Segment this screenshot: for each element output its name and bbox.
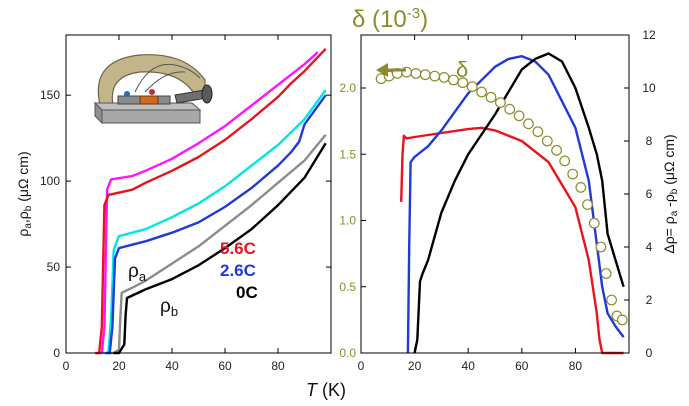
delta-axis-title: δ (10-3): [352, 5, 428, 33]
delta-point: [438, 71, 450, 83]
x-axis-label: T (K): [306, 380, 346, 400]
left-x-tick-label: 40: [165, 359, 179, 373]
left-x-tick-label: 80: [271, 359, 285, 373]
delta-y-tick-label: 1.5: [339, 147, 356, 161]
delta-arrow-icon: [376, 63, 406, 77]
right-plot-frame: [360, 34, 630, 354]
left-y-tick-labels: 0 50 100 150: [40, 88, 60, 360]
delta-point: [429, 70, 441, 82]
series-ρa-0C: [108, 133, 327, 355]
delta-point: [466, 81, 478, 93]
delta-point: [582, 199, 593, 211]
delta-point: [495, 97, 506, 108]
drho-y-tick-label: 10: [642, 81, 656, 95]
delta-y-tick-label: 0.5: [339, 280, 356, 294]
left-x-tick-labels: 0 20 40 60 80: [63, 359, 285, 373]
delta-y-tick-label: 2.0: [339, 81, 356, 95]
drho-y-tick-label: 6: [646, 187, 653, 201]
series-Δρ-2.6C: [406, 55, 625, 354]
delta-y-tick-label: 1.0: [339, 214, 356, 228]
drho-y-tick-label: 8: [646, 134, 653, 148]
right-y-axis-label: Δρ= ρa -ρb (μΩ cm): [661, 134, 680, 253]
right-panel: 0 20 40 60 80 0.0 0.5 1.0 1.5 2.0 0 2 4 6 8 10 12 δ (1…: [339, 5, 680, 373]
delta-point: [606, 294, 617, 306]
right-x-tick-label: 80: [569, 359, 583, 373]
delta-point: [504, 103, 516, 115]
delta-point: [600, 268, 612, 279]
delta-point: [595, 241, 607, 253]
left-x-tick-label: 60: [218, 359, 232, 373]
right-x-tick-label: 20: [408, 359, 422, 373]
series-ρa-2.6C: [103, 89, 327, 355]
drho-y-tick-label: 4: [646, 240, 653, 254]
delta-point: [551, 144, 562, 156]
left-x-tick-label: 20: [112, 359, 126, 373]
rho-b-annotation: ρb: [160, 296, 178, 319]
rho-b-sub: b: [171, 304, 178, 319]
left-y-tick-label: 50: [47, 260, 61, 274]
drho-y-tick-label: 12: [642, 28, 656, 42]
left-y-tick-label: 100: [40, 174, 60, 188]
delta-point: [541, 135, 553, 147]
delta-annotation: δ: [456, 57, 468, 82]
delta-point: [523, 118, 534, 130]
right-right-y-tick-labels: 0 2 4 6 8 10 12: [642, 28, 656, 360]
right-x-tick-label: 0: [358, 359, 365, 373]
drho-y-tick-label: 0: [646, 346, 653, 360]
left-panel: 0 20 40 60 80 0 50 100 150 ρa ρb 5.6C 2.6C 0C ρ…: [15, 34, 332, 373]
delta-markers: [375, 66, 628, 326]
delta-point: [457, 77, 469, 89]
right-x-tick-labels: 0 20 40 60 80: [358, 359, 583, 373]
drho-y-tick-label: 2: [646, 293, 653, 307]
rho-a-annotation: ρa: [128, 261, 147, 284]
delta-point: [513, 110, 525, 122]
legend-5.6C: 5.6C: [220, 239, 256, 258]
series-Δρ-5.6C: [400, 126, 624, 355]
delta-point: [419, 69, 431, 81]
legend-0C: 0C: [236, 283, 258, 302]
left-series-group: [95, 47, 327, 355]
delta-point: [476, 86, 488, 98]
delta-y-tick-label: 0.0: [339, 346, 356, 360]
right-left-y-tick-labels: 0.0 0.5 1.0 1.5 2.0: [339, 81, 356, 360]
rho-a-sub: a: [139, 269, 147, 284]
left-y-tick-label: 150: [40, 88, 60, 102]
delta-point: [410, 67, 422, 79]
right-x-tick-label: 60: [515, 359, 529, 373]
strain-device-inset: [93, 54, 213, 125]
legend-2.6C: 2.6C: [220, 261, 256, 280]
right-x-tick-label: 40: [462, 359, 476, 373]
left-x-tick-label: 0: [63, 359, 70, 373]
left-y-tick-label: 0: [53, 346, 60, 360]
series-ρa-5.6C: [97, 51, 319, 355]
delta-point: [588, 217, 600, 229]
series-ρb-2.6C: [105, 94, 327, 355]
delta-point: [485, 91, 497, 103]
series-Δρ-0C: [413, 52, 625, 354]
series-ρb-0C: [113, 142, 327, 355]
left-plot-frame: [65, 34, 332, 354]
delta-point: [567, 168, 579, 180]
delta-point: [532, 126, 544, 138]
delta-point: [559, 155, 571, 167]
left-y-axis-label: ρa,ρb (μΩ cm): [15, 151, 34, 236]
delta-point: [616, 314, 628, 326]
right-series-group: [400, 52, 625, 355]
delta-point: [575, 181, 587, 193]
series-ρb-5.6C: [95, 47, 327, 355]
